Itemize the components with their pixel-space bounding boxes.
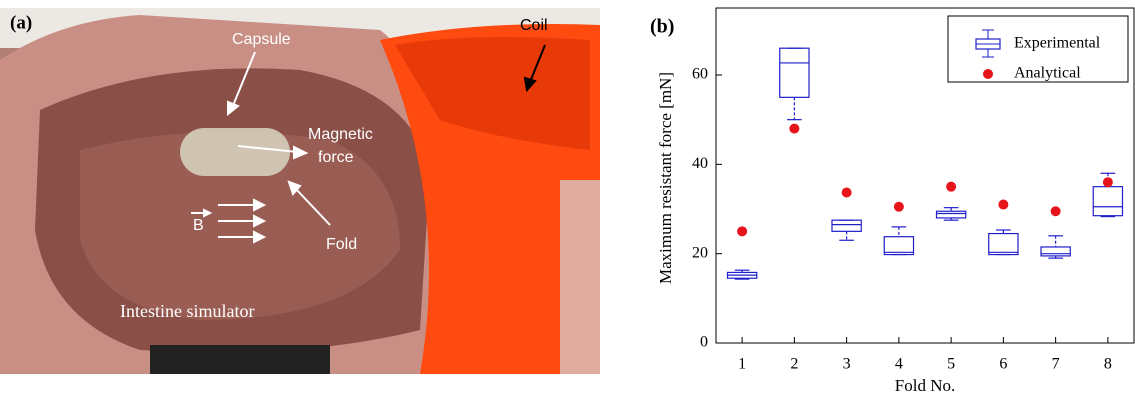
point: [789, 124, 799, 134]
x-tick-label: 7: [1052, 356, 1060, 373]
panel-label: (a): [10, 12, 32, 33]
box: [936, 211, 965, 218]
point: [737, 226, 747, 236]
annotation: Fold: [326, 236, 357, 253]
point: [998, 200, 1008, 210]
box: [989, 234, 1018, 255]
y-axis-label: Maximum resistant force [mN]: [656, 72, 675, 284]
point: [946, 182, 956, 192]
annotation: Magnetic: [308, 126, 373, 143]
box: [780, 48, 809, 97]
point: [1103, 177, 1113, 187]
x-tick-label: 5: [947, 356, 955, 373]
point: [1051, 206, 1061, 216]
annotation: Capsule: [232, 31, 291, 48]
x-tick-label: 4: [895, 356, 903, 373]
box: [1041, 247, 1070, 256]
x-tick-label: 2: [790, 356, 798, 373]
legend-label: Analytical: [1014, 65, 1081, 82]
x-tick-label: 6: [999, 356, 1007, 373]
annotation: Intestine simulator: [120, 301, 254, 321]
photo: [0, 8, 600, 374]
legend-label: Experimental: [1014, 35, 1101, 52]
x-tick-label: 8: [1104, 356, 1112, 373]
box: [832, 220, 861, 231]
annotation: B: [193, 217, 204, 234]
legend-symbol: [983, 69, 993, 79]
x-tick-label: 3: [843, 356, 851, 373]
x-tick-label: 1: [738, 356, 746, 373]
panel-label: (b): [650, 16, 674, 38]
box: [1093, 187, 1122, 216]
y-tick-label: 0: [700, 334, 708, 351]
annotation: force: [318, 149, 354, 166]
y-tick-label: 20: [692, 244, 708, 261]
annotation: Coil: [520, 17, 548, 34]
figure: (a) Capsule Magnetic force Coil B Fold I…: [0, 0, 1135, 401]
y-tick-label: 60: [692, 66, 708, 83]
x-axis-label: Fold No.: [895, 376, 955, 395]
point: [894, 202, 904, 212]
y-tick-label: 40: [692, 155, 708, 172]
point: [842, 187, 852, 197]
